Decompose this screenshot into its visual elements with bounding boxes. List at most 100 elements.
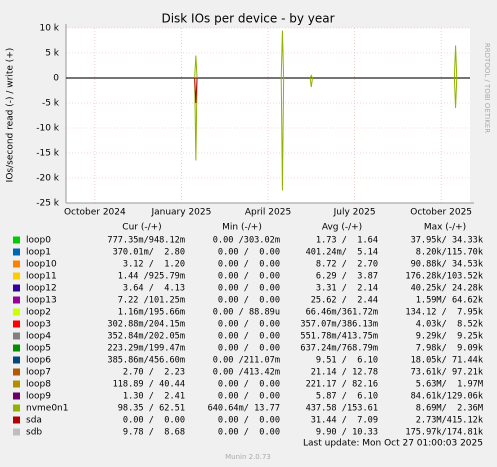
legend-name: loop1 [26,248,51,258]
legend-name: loop2 [26,308,51,318]
legend-value: 401.24m/ 5.14 [306,248,378,258]
legend-name: sda [26,416,42,426]
legend-value: 8.20k/115.70k [416,248,484,258]
legend-value: 18.05k/ 71.44k [411,356,484,366]
spike [453,77,458,109]
legend-value: 73.61k/ 97.21k [411,368,484,378]
x-tick-label: October 2025 [410,208,472,218]
legend-value: 90.88k/ 34.53k [411,260,484,270]
legend-header: Max (-/+) [424,223,466,233]
legend-value: 302.88m/204.15m [107,320,185,330]
legend-header: Cur (-/+) [122,223,161,233]
legend-name: loop6 [26,356,51,366]
legend-value: 352.84m/202.05m [107,332,185,342]
legend-name: loop12 [26,284,57,294]
legend-swatch [13,344,20,352]
legend-value: 9.51 / 6.10 [316,356,378,366]
legend-name: loop7 [26,368,51,378]
legend-swatch [13,416,20,424]
legend-swatch [13,428,20,436]
legend-value: 0.00 / 0.00 [218,272,280,282]
legend-name: loop13 [26,296,57,306]
x-tick-label: April 2025 [245,208,291,218]
legend-name: loop10 [26,260,57,270]
legend-value: 1.30 / 2.41 [123,392,185,402]
y-tick-label: -10 k [36,124,60,134]
legend-swatch [13,272,20,280]
legend-value: 176.28k/103.52k [405,272,483,282]
legend-value: 7.22 /101.25m [118,296,185,306]
legend-value: 0.00 / 0.00 [218,248,280,258]
legend-value: 118.89 / 40.44 [113,380,185,390]
legend-value: 0.00 / 0.00 [218,416,280,426]
spike [309,74,313,79]
legend-value: 3.64 / 4.13 [123,284,185,294]
footer: Munin 2.0.73 [225,453,271,461]
y-tick-label: 5 k [45,49,60,59]
legend-swatch [13,332,20,340]
legend-name: loop11 [26,272,57,282]
legend-swatch [13,320,20,328]
legend-value: 6.29 / 3.87 [316,272,378,282]
legend-value: 0.00 / 0.00 [123,416,185,426]
legend-value: 37.95k/ 34.33k [411,236,484,246]
chart-title: Disk IOs per device - by year [161,12,334,26]
legend-value: 9.90 / 10.33 [316,428,378,438]
y-tick-label: -5 k [42,99,60,109]
legend-swatch [13,284,20,292]
legend-value: 0.00 / 0.00 [218,392,280,402]
legend-name: loop8 [26,380,51,390]
legend-name: loop5 [26,344,51,354]
spike [194,77,198,161]
legend-value: 0.00 / 0.00 [218,380,280,390]
y-tick-label: -15 k [36,149,60,159]
legend-value: 1.73 / 1.64 [316,236,378,246]
legend-swatch [13,308,20,316]
spike [309,77,313,88]
legend-name: loop9 [26,392,51,402]
legend-value: 0.00 / 0.00 [218,296,280,306]
legend-name: loop4 [26,332,51,342]
legend-value: 0.00 / 0.00 [218,320,280,330]
legend-value: 0.00 / 0.00 [218,344,280,354]
side-label: RRDTOOL / TOBI OETIKER [483,43,491,133]
spike [280,77,285,191]
spike [194,55,198,79]
legend-value: 1.59M/ 64.62k [416,296,484,306]
legend-value: 9.29k/ 9.25k [416,332,484,342]
legend-value: 98.35 / 62.51 [118,404,185,414]
legend-value: 370.01m/ 2.80 [113,248,185,258]
y-tick-label: 0 [53,74,59,84]
legend-name: sdb [26,428,42,438]
legend-value: 223.29m/199.47m [107,344,185,354]
spike [194,77,198,104]
legend-value: 0.00 / 88.89u [213,308,280,318]
legend-header: Min (-/+) [222,223,262,233]
legend-value: 551.78m/413.75m [300,332,378,342]
legend-swatch [13,404,20,412]
legend-value: 2.70 / 2.23 [123,368,185,378]
legend-swatch [13,356,20,364]
legend-value: 175.97k/174.81k [405,428,483,438]
y-tick-label: -25 k [36,199,60,209]
legend-value: 0.00 /413.42m [213,368,280,378]
legend-value: 5.63M/ 1.97M [416,380,483,390]
legend-value: 31.44 / 7.09 [311,416,378,426]
x-tick-label: October 2024 [64,208,126,218]
legend-header: Avg (-/+) [322,223,362,233]
legend-value: 2.73M/415.12k [416,416,484,426]
legend-value: 0.00 / 0.00 [218,260,280,270]
legend-value: 777.35m/948.12m [107,236,185,246]
last-update: Last update: Mon Oct 27 01:00:03 2025 [303,439,483,449]
legend-value: 84.61k/129.06k [411,392,484,402]
legend-value: 357.07m/386.13m [300,320,378,330]
legend-value: 221.17 / 82.16 [306,380,378,390]
legend-value: 4.03k/ 8.52k [416,320,484,330]
legend-swatch [13,296,20,304]
legend-value: 25.62 / 2.44 [311,296,378,306]
legend-value: 437.58 /153.61 [306,404,378,414]
legend-value: 0.00 / 0.00 [218,284,280,294]
legend-value: 3.31 / 2.14 [316,284,378,294]
legend-swatch [13,368,20,376]
